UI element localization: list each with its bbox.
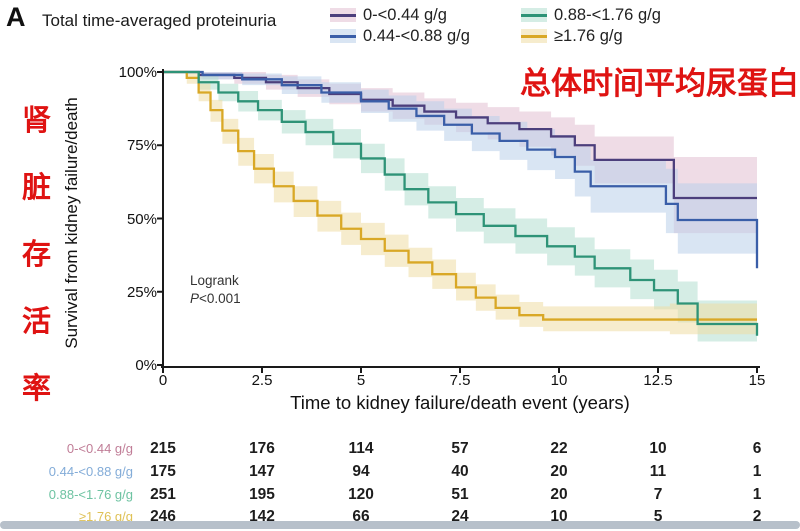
p-symbol: P [190, 290, 200, 306]
legend-item-group1: 0-<0.44 g/g [330, 6, 447, 24]
survival-curve-2 [163, 70, 759, 269]
x-tick-label: 10 [550, 372, 568, 389]
risk-count: 22 [550, 440, 568, 457]
risk-count: 142 [249, 508, 275, 525]
y-tick-label: 100% [118, 64, 157, 81]
legend-swatch-group2-icon [330, 29, 356, 43]
logrank-annotation: Logrank P<0.001 [190, 272, 241, 307]
risk-count: 5 [653, 508, 663, 525]
legend-item-group2: 0.44-<0.88 g/g [330, 27, 470, 45]
risk-count: 1 [752, 463, 762, 480]
bottom-page-edge-bar [0, 521, 800, 529]
risk-count: 251 [150, 486, 176, 503]
risk-count: 1 [752, 486, 762, 503]
risk-count: 11 [649, 463, 667, 480]
risk-count: 57 [451, 440, 469, 457]
chinese-annotation-left-vertical: 肾脏存活率 [22, 97, 51, 407]
risk-count: 246 [150, 508, 176, 525]
x-tick-label: 15 [748, 372, 766, 389]
chinese-character: 脏 [22, 172, 52, 204]
legend-label-group3: 0.88-<1.76 g/g [554, 5, 661, 24]
risk-count: 51 [451, 486, 469, 503]
chinese-annotation-top-right: 总体时间平均尿蛋白 [520, 66, 799, 101]
legend-swatch-group1-icon [330, 8, 356, 22]
legend-label-group2: 0.44-<0.88 g/g [363, 26, 470, 45]
risk-count: 114 [348, 440, 374, 457]
legend-item-group3: 0.88-<1.76 g/g [521, 6, 661, 24]
legend-item-group4: ≥1.76 g/g [521, 27, 623, 45]
chinese-character: 存 [22, 239, 52, 271]
risk-count: 40 [451, 463, 469, 480]
x-axis-title: Time to kidney failure/death event (year… [290, 392, 630, 413]
risk-row-label: 0.44-<0.88 g/g [48, 464, 133, 479]
chinese-character: 活 [22, 306, 52, 338]
risk-count: 147 [249, 463, 275, 480]
risk-count: 175 [150, 463, 176, 480]
x-tick-label: 0 [158, 372, 168, 389]
risk-count: 7 [653, 486, 663, 503]
risk-count: 6 [752, 440, 762, 457]
confidence-band-2 [163, 72, 757, 324]
risk-row-label: ≥1.76 g/g [78, 509, 133, 524]
survival-curve-4 [163, 70, 757, 321]
chart-title: Total time-averaged proteinuria [42, 11, 277, 30]
risk-count: 20 [550, 463, 568, 480]
chinese-character: 率 [22, 373, 52, 405]
risk-count: 10 [550, 508, 568, 525]
survival-curve-3 [163, 70, 759, 336]
legend-swatch-group4-icon [521, 29, 547, 43]
chinese-character: 肾 [22, 105, 52, 137]
risk-count: 94 [352, 463, 370, 480]
x-tick-label: 5 [356, 372, 366, 389]
legend-label-group1: 0-<0.44 g/g [363, 5, 447, 24]
risk-count: 120 [348, 486, 374, 503]
y-tick-label: 0% [135, 357, 157, 374]
legend-label-group4: ≥1.76 g/g [554, 26, 623, 45]
y-tick-label: 50% [126, 210, 157, 228]
risk-count: 176 [249, 440, 275, 457]
p-value: <0.001 [199, 290, 241, 306]
x-tick-label: 7.5 [449, 372, 471, 389]
risk-count: 10 [649, 440, 667, 457]
confidence-band-3 [163, 72, 757, 354]
risk-count: 2 [752, 508, 762, 525]
risk-row-label: 0.88-<1.76 g/g [48, 487, 133, 502]
legend-swatch-group3-icon [521, 8, 547, 22]
risk-count: 215 [150, 440, 176, 457]
y-tick-label: 25% [126, 283, 157, 301]
risk-count: 24 [451, 508, 469, 525]
risk-count: 195 [249, 486, 275, 503]
logrank-label: Logrank [190, 273, 239, 288]
risk-row-label: 0-<0.44 g/g [66, 441, 133, 456]
x-tick-label: 2.5 [251, 372, 273, 389]
risk-count: 20 [550, 486, 568, 503]
panel-letter: A [6, 2, 26, 32]
y-tick-label: 75% [126, 137, 157, 155]
risk-count: 66 [352, 508, 370, 525]
x-tick-label: 12.5 [643, 372, 673, 389]
